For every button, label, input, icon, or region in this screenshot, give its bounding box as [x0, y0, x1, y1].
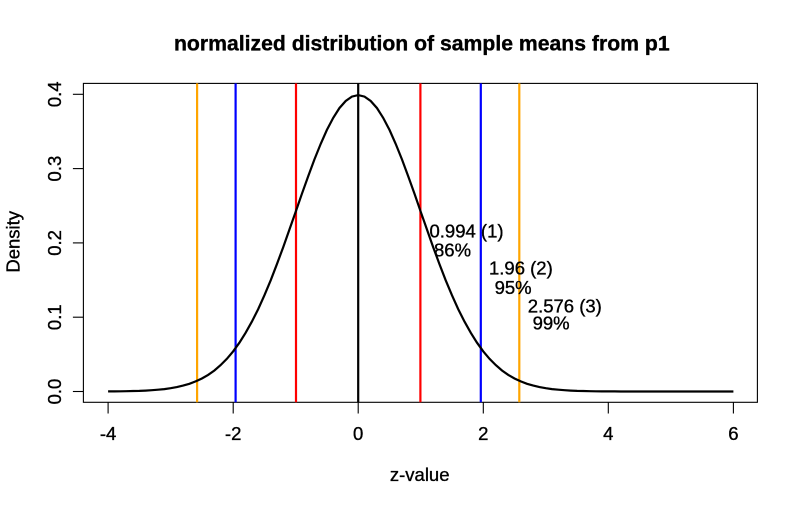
- svg-text:6: 6: [728, 423, 738, 444]
- svg-text:0.2: 0.2: [44, 230, 65, 256]
- svg-text:1.96 (2): 1.96 (2): [489, 258, 553, 279]
- svg-text:86%: 86%: [434, 239, 471, 260]
- svg-text:0.4: 0.4: [44, 81, 65, 107]
- svg-text:-2: -2: [225, 423, 241, 444]
- svg-text:-4: -4: [100, 423, 116, 444]
- svg-text:0.1: 0.1: [44, 304, 65, 330]
- svg-text:normalized distribution of sam: normalized distribution of sample means …: [174, 33, 670, 56]
- svg-text:0: 0: [353, 423, 363, 444]
- svg-text:95%: 95%: [495, 277, 532, 298]
- svg-text:2: 2: [478, 423, 488, 444]
- svg-text:0.0: 0.0: [44, 379, 65, 405]
- svg-text:0.3: 0.3: [44, 156, 65, 182]
- svg-text:2.576 (3): 2.576 (3): [528, 296, 602, 317]
- svg-text:Density: Density: [3, 210, 24, 272]
- svg-text:0.994 (1): 0.994 (1): [430, 221, 504, 242]
- svg-text:z-value: z-value: [390, 464, 450, 485]
- svg-text:99%: 99%: [533, 313, 570, 334]
- svg-text:4: 4: [603, 423, 613, 444]
